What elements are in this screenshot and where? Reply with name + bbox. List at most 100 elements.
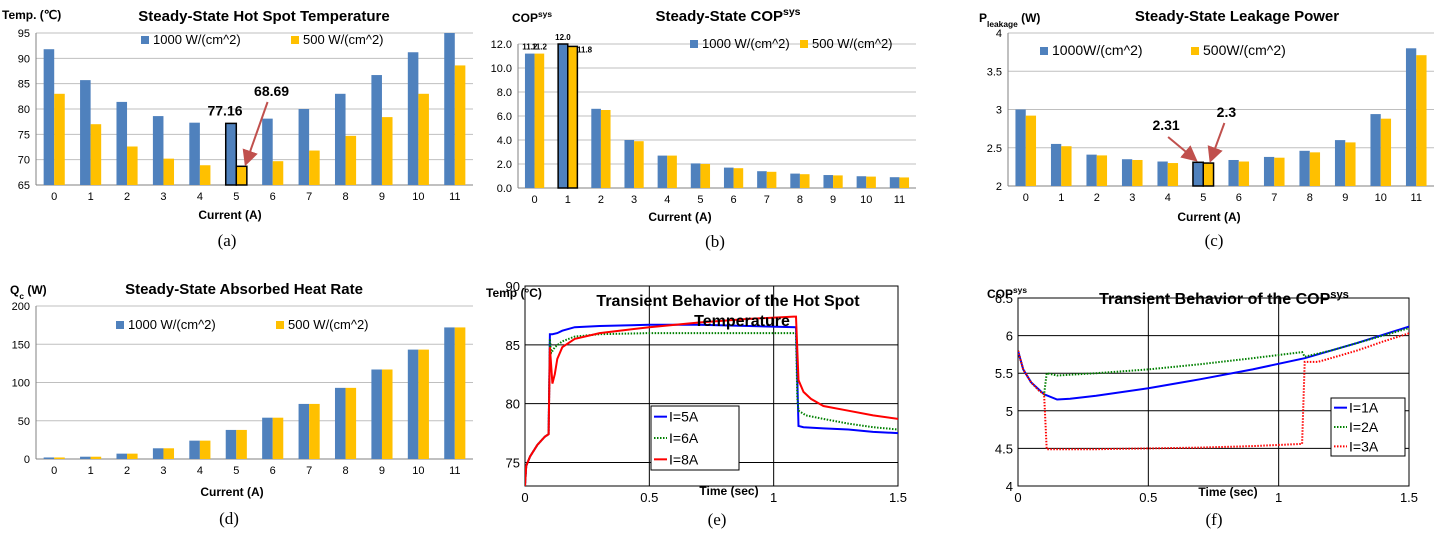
legend-label: 500 W/(cm^2) (303, 32, 384, 47)
y-tick-label: 8.0 (497, 87, 512, 99)
x-tick-label: 0 (521, 490, 528, 505)
panel-caption: (f) (1206, 510, 1223, 529)
y-tick-label: 10.0 (491, 63, 512, 75)
y-axis-label: Pleakage (W) (979, 11, 1040, 29)
bar (734, 168, 744, 188)
bar (1416, 55, 1426, 186)
bar (833, 175, 843, 188)
bar (444, 327, 455, 459)
x-tick-label: 3 (1129, 192, 1135, 204)
x-tick-label: 5 (233, 191, 239, 203)
bar-chart-1: 65 70 75 80 85 90 95 0 1 2 3 4 5 6 7 8 9 10 11 1000 W/(cm^2… (2, 8, 473, 250)
bar (1157, 162, 1167, 186)
bar (236, 166, 247, 185)
bar (153, 448, 164, 459)
plot-area (1018, 298, 1409, 486)
bar (382, 117, 393, 185)
y-tick-label: 4 (996, 28, 1002, 40)
x-tick-label: 1 (565, 194, 571, 206)
bar (601, 110, 611, 188)
legend-label: I=3A (1349, 438, 1379, 454)
bar (127, 146, 138, 185)
y-tick-label: 3 (996, 105, 1002, 117)
annotation-arrow (1168, 137, 1196, 160)
bar (44, 49, 55, 185)
bar (535, 54, 545, 188)
x-tick-label: 8 (342, 465, 348, 477)
bar (1310, 152, 1320, 186)
y-tick-label: 4.0 (497, 135, 512, 147)
x-tick-label: 7 (306, 465, 312, 477)
x-tick-label: 2 (124, 465, 130, 477)
bar (857, 176, 867, 188)
y-axis-label: COPsys (512, 9, 552, 25)
legend-label: 1000 W/(cm^2) (153, 32, 241, 47)
x-tick-label: 1 (770, 490, 777, 505)
bar (44, 457, 55, 459)
chart-title: Steady-State Absorbed Heat Rate (125, 281, 363, 298)
x-tick-label: 1.5 (1400, 490, 1418, 505)
bar (382, 369, 393, 459)
bar (1274, 158, 1284, 186)
y-tick-label: 0 (24, 454, 30, 466)
bar (455, 327, 466, 459)
bar (1299, 151, 1309, 186)
x-tick-label: 1 (1275, 490, 1282, 505)
line-chart-1: 0 0.5 1 1.575808590I=5AI=6AI=8ATransient Be… (486, 279, 907, 529)
bar (700, 164, 710, 188)
bar (591, 109, 601, 188)
legend-label: 1000 W/(cm^2) (128, 317, 216, 332)
y-tick-label: 4.5 (995, 441, 1013, 456)
legend-label: I=5A (669, 409, 699, 425)
x-tick-label: 6 (270, 191, 276, 203)
bar (299, 404, 310, 459)
bar (1406, 48, 1416, 186)
bar (1026, 116, 1036, 186)
x-tick-label: 7 (306, 191, 312, 203)
bar (757, 171, 767, 188)
y-tick-label: 3.5 (987, 66, 1002, 78)
x-tick-label: 2 (124, 191, 130, 203)
x-tick-label: 8 (797, 194, 803, 206)
bar (299, 109, 310, 185)
x-tick-label: 4 (664, 194, 670, 206)
x-tick-label: 8 (342, 191, 348, 203)
x-tick-label: 10 (412, 465, 424, 477)
bar (1097, 155, 1107, 186)
x-tick-label: 0.5 (640, 490, 658, 505)
y-axis-label: Qc (W) (10, 283, 47, 301)
y-tick-label: 95 (18, 28, 30, 40)
bar (116, 454, 127, 459)
bar (262, 119, 273, 185)
x-tick-label: 5 (697, 194, 703, 206)
x-tick-label: 2 (598, 194, 604, 206)
bar (371, 75, 382, 185)
bar (1203, 163, 1213, 186)
legend-swatch (276, 321, 284, 329)
legend-swatch (800, 40, 808, 48)
chart-title: Steady-State Leakage Power (1135, 8, 1339, 25)
bar (624, 140, 634, 188)
bar (309, 151, 320, 185)
bar (691, 163, 701, 188)
legend-label: 1000 W/(cm^2) (702, 36, 790, 51)
x-axis-label: Time (sec) (1198, 485, 1257, 499)
chart-title: Steady-State Hot Spot Temperature (138, 8, 389, 25)
bar (273, 161, 284, 185)
x-axis-label: Time (sec) (699, 484, 758, 498)
bar (408, 52, 419, 185)
x-axis-label: Current (A) (198, 208, 261, 222)
legend-label: I=2A (1349, 419, 1379, 435)
y-tick-label: 150 (12, 339, 30, 351)
bar (309, 404, 320, 459)
y-tick-label: 12.0 (491, 39, 512, 51)
bar (273, 418, 284, 459)
y-tick-label: 5 (1006, 404, 1013, 419)
y-tick-label: 80 (506, 397, 520, 412)
y-tick-label: 90 (18, 53, 30, 65)
bar (346, 136, 357, 185)
y-tick-label: 50 (18, 416, 30, 428)
data-label: 11.2 (532, 43, 548, 52)
line-chart-2: 0 0.5 1 1.544.555.566.5I=1AI=2AI=3ATime (se… (995, 291, 1418, 529)
